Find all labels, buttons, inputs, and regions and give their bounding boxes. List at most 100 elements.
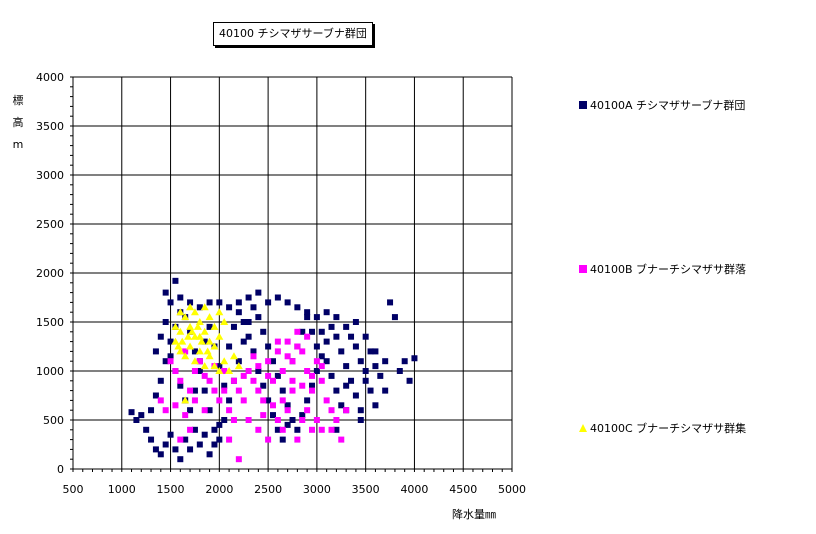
data-point-series-1	[313, 343, 320, 350]
data-point-series-1	[396, 368, 403, 374]
data-point-series-1	[196, 368, 203, 374]
data-point-series-1	[167, 299, 174, 306]
y-axis-label-char: m	[12, 138, 24, 151]
data-point-series-3	[205, 313, 214, 321]
data-point-series-2	[255, 426, 262, 433]
data-point-series-3	[197, 337, 206, 345]
data-point-series-2	[284, 353, 291, 360]
data-point-series-1	[304, 309, 311, 316]
data-point-series-1	[328, 372, 335, 379]
data-point-series-1	[269, 412, 276, 419]
data-point-series-2	[338, 436, 345, 443]
data-point-series-2	[167, 358, 174, 365]
x-tick-label: 5000	[498, 483, 526, 496]
data-point-series-3	[186, 303, 195, 311]
data-point-series-1	[372, 348, 379, 355]
data-point-series-2	[177, 377, 184, 384]
data-point-series-1	[240, 319, 247, 325]
data-point-series-3	[188, 327, 197, 335]
data-point-series-1	[255, 368, 262, 374]
data-point-series-3	[181, 313, 190, 321]
data-point-series-1	[274, 372, 281, 379]
data-point-series-2	[289, 387, 296, 394]
data-point-series-1	[260, 382, 267, 389]
data-point-series-1	[162, 289, 169, 296]
data-point-series-1	[304, 397, 311, 404]
data-point-series-2	[279, 368, 286, 374]
data-point-series-2	[318, 377, 325, 384]
data-point-series-3	[234, 362, 243, 370]
data-point-series-2	[230, 377, 237, 384]
data-point-series-2	[211, 387, 218, 394]
data-point-series-2	[191, 368, 198, 374]
data-point-series-1	[382, 387, 389, 394]
data-point-series-3	[195, 347, 204, 355]
data-point-series-2	[333, 417, 340, 423]
x-tick-label: 2000	[205, 483, 233, 496]
data-point-series-3	[181, 396, 190, 404]
y-tick-label: 3500	[36, 120, 64, 133]
legend-marker-square	[579, 265, 587, 273]
data-point-series-2	[172, 402, 179, 409]
data-point-series-1	[406, 377, 413, 384]
data-point-series-2	[309, 426, 316, 433]
data-point-series-1	[377, 372, 384, 379]
data-point-series-1	[279, 387, 286, 394]
legend-entry-c: 40100C ブナーチシマザサ群集	[579, 420, 746, 436]
data-point-series-1	[172, 446, 179, 453]
y-tick-label: 2000	[36, 267, 64, 280]
data-point-series-1	[211, 441, 218, 448]
data-point-series-1	[152, 348, 159, 355]
data-point-series-1	[211, 426, 218, 433]
data-point-series-1	[235, 358, 242, 365]
data-point-series-3	[215, 367, 224, 374]
data-point-series-2	[299, 382, 306, 389]
data-point-series-2	[265, 436, 272, 443]
data-point-series-1	[235, 299, 242, 306]
data-point-series-1	[357, 358, 364, 365]
data-point-series-1	[187, 446, 194, 453]
data-point-series-2	[289, 358, 296, 365]
data-point-series-2	[245, 417, 252, 423]
data-point-series-3	[203, 347, 212, 355]
data-point-series-1	[338, 348, 345, 355]
data-point-series-3	[210, 342, 219, 350]
data-point-series-2	[284, 338, 291, 345]
data-point-series-2	[318, 426, 325, 433]
data-point-series-1	[338, 402, 345, 409]
chart-title: 40100 チシマザサーブナ群団	[213, 22, 373, 46]
data-point-series-1	[245, 333, 252, 340]
data-point-series-1	[367, 348, 374, 355]
data-point-series-2	[260, 412, 267, 419]
data-point-series-1	[391, 314, 398, 321]
data-point-series-1	[226, 343, 233, 350]
data-point-series-1	[362, 377, 369, 384]
x-tick-label: 3500	[352, 483, 380, 496]
data-point-series-1	[348, 333, 355, 340]
data-point-series-1	[216, 363, 223, 370]
data-point-series-1	[372, 363, 379, 370]
data-point-series-2	[299, 348, 306, 355]
data-point-series-1	[333, 387, 340, 394]
data-point-series-1	[191, 426, 198, 433]
data-point-series-2	[226, 407, 233, 414]
data-point-series-1	[226, 397, 233, 404]
data-point-series-1	[235, 309, 242, 316]
data-point-series-1	[352, 392, 359, 399]
data-point-series-1	[182, 436, 189, 443]
data-point-series-1	[284, 402, 291, 409]
x-tick-label: 3000	[303, 483, 331, 496]
data-point-series-1	[323, 309, 330, 316]
data-point-series-1	[177, 456, 184, 463]
data-point-series-1	[333, 426, 340, 433]
data-point-series-2	[221, 387, 228, 394]
data-point-series-1	[367, 387, 374, 394]
data-point-series-2	[294, 436, 301, 443]
data-point-series-1	[352, 343, 359, 350]
data-point-series-3	[174, 342, 183, 350]
data-point-series-3	[200, 327, 209, 335]
data-point-series-1	[162, 441, 169, 448]
data-point-series-3	[190, 332, 199, 340]
data-point-series-1	[372, 402, 379, 409]
